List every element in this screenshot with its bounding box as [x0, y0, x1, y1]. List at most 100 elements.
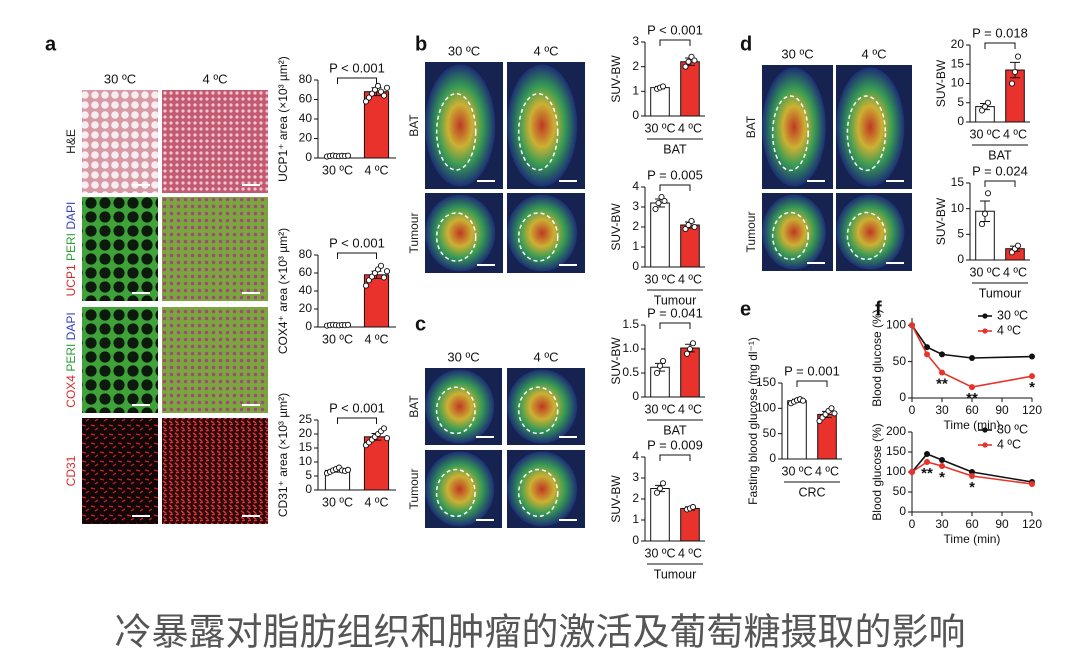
row-label-word: Tumour — [407, 469, 421, 510]
column-label: 30 ºC — [448, 43, 480, 58]
y-axis-label: Blood glucose (%) — [870, 423, 884, 520]
p-value: P = 0.018 — [972, 25, 1028, 40]
data-point — [344, 466, 352, 473]
y-tick-label: 0 — [957, 252, 964, 266]
legend-marker — [982, 442, 988, 448]
legend-label: 4 ºC — [997, 323, 1021, 337]
series-point — [939, 457, 945, 463]
y-tick-label: 50 — [893, 484, 907, 498]
x-tick-label: 0 — [909, 403, 916, 417]
data-point — [978, 221, 986, 228]
series-point — [909, 322, 915, 329]
data-point — [682, 63, 689, 70]
y-tick-label: 0 — [632, 389, 639, 403]
x-tick-label: 4 ºC — [364, 332, 388, 346]
y-tick-label: 1.0 — [622, 341, 639, 355]
row-label-word: BAT — [407, 395, 421, 418]
y-tick-label: 1 — [632, 84, 639, 98]
y-tick-label: 2 — [632, 491, 639, 505]
x-axis-label: Time (min) — [944, 532, 1001, 546]
data-point — [828, 405, 835, 412]
y-tick-label: 10 — [299, 454, 313, 468]
x-tick-label: 30 ºC — [645, 121, 676, 135]
series-point — [924, 351, 930, 358]
data-point — [655, 199, 662, 207]
data-point — [374, 82, 382, 89]
x-tick-label: 60 — [965, 403, 979, 417]
y-tick-label: 20 — [299, 301, 313, 315]
y-tick-label: 60 — [299, 92, 313, 106]
row-label: Tumour — [407, 213, 421, 254]
column-label: 4 ºC — [203, 71, 228, 86]
y-tick-label: 40 — [299, 111, 313, 125]
row-label-word: Tumour — [744, 212, 758, 253]
data-point — [653, 489, 661, 496]
p-value: P = 0.024 — [972, 163, 1028, 178]
data-point — [362, 98, 370, 105]
bar — [680, 224, 700, 268]
y-tick-label: 0.5 — [622, 365, 639, 379]
roi-outline — [517, 468, 559, 518]
x-tick-label: 4 ºC — [1003, 127, 1027, 141]
p-value: P = 0.005 — [647, 167, 703, 182]
p-value: P < 0.001 — [647, 22, 703, 37]
y-tick-label: 10 — [951, 201, 965, 215]
y-tick-label: 100 — [756, 401, 776, 415]
data-point — [362, 282, 370, 289]
data-point — [380, 92, 388, 99]
series-point — [909, 469, 915, 475]
x-tick-label: 4 ºC — [364, 495, 388, 509]
data-point — [380, 274, 388, 281]
caption: 冷暴露对脂肪组织和肿瘤的激活及葡萄糖摄取的影响 — [115, 611, 966, 654]
row-label-word: BAT — [407, 114, 421, 137]
x-tick-label: 60 — [965, 517, 979, 531]
data-point — [365, 94, 373, 101]
group-label: CRC — [798, 485, 825, 499]
data-point — [1011, 68, 1019, 75]
data-point — [377, 88, 385, 95]
micrograph — [82, 307, 158, 413]
y-tick-label: 0 — [632, 108, 639, 122]
y-tick-label: 2 — [632, 219, 639, 233]
y-tick-label: 1 — [632, 512, 639, 526]
series-point — [924, 451, 930, 457]
data-point — [981, 210, 989, 217]
column-label: 4 ºC — [534, 43, 559, 58]
y-tick-label: 100 — [886, 317, 906, 331]
pet-signal — [425, 64, 496, 187]
p-value: P < 0.001 — [329, 60, 385, 75]
legend-label: 4 ºC — [997, 437, 1021, 451]
series-point — [969, 473, 975, 479]
pet-signal — [425, 451, 495, 527]
data-point — [344, 152, 352, 159]
p-value: P < 0.001 — [329, 400, 385, 415]
group-label: BAT — [663, 142, 687, 156]
column-label: 30 ºC — [104, 71, 136, 86]
bar — [680, 61, 700, 117]
data-point — [682, 225, 689, 233]
micrograph — [82, 90, 158, 193]
y-tick-label: 10 — [951, 76, 965, 90]
x-tick-label: 30 ºC — [322, 495, 353, 509]
y-axis-label: UCP1⁺ area (×10³ µm²) — [276, 56, 290, 182]
micrograph — [82, 418, 158, 524]
y-tick-label: 1.5 — [622, 317, 639, 331]
significance-bracket — [984, 180, 1016, 187]
pet-signal — [836, 67, 905, 187]
micrograph — [162, 197, 268, 301]
bar — [650, 366, 670, 398]
y-tick-label: 25 — [299, 412, 313, 426]
x-tick-label: 90 — [995, 403, 1009, 417]
p-value: P = 0.009 — [647, 437, 703, 452]
micrograph — [82, 197, 158, 301]
pet-signal — [506, 369, 578, 444]
y-tick-label: 40 — [299, 283, 313, 297]
y-tick-label: 20 — [299, 131, 313, 145]
p-value: P < 0.001 — [329, 235, 385, 250]
series-point — [924, 459, 930, 465]
data-point — [831, 410, 838, 417]
micrograph — [162, 418, 268, 524]
x-tick-label: 120 — [1022, 403, 1042, 417]
x-tick-label: 0 — [909, 517, 916, 531]
y-tick-label: 0 — [305, 150, 312, 164]
